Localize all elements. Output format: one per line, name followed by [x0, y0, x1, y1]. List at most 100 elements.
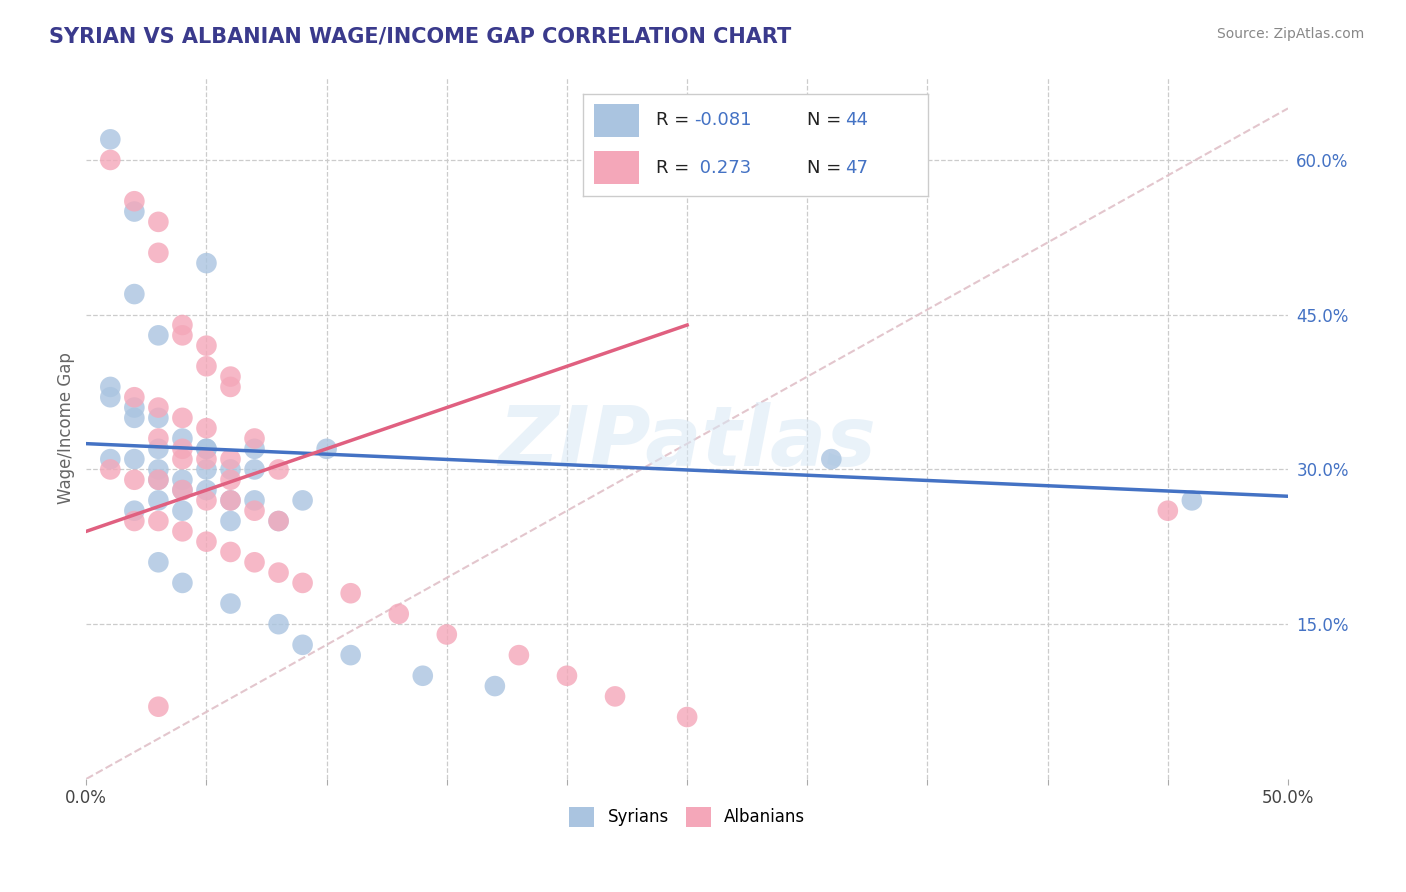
Y-axis label: Wage/Income Gap: Wage/Income Gap: [58, 352, 75, 504]
Point: [172, 452, 194, 467]
Point: [243, 493, 266, 508]
Point: [267, 617, 290, 632]
Point: [267, 566, 290, 580]
Point: [148, 462, 170, 476]
Point: [267, 514, 290, 528]
Point: [148, 514, 170, 528]
Point: [219, 369, 242, 384]
Point: [243, 462, 266, 476]
Point: [148, 432, 170, 446]
Point: [148, 215, 170, 229]
Text: R =: R =: [655, 112, 695, 129]
Point: [148, 555, 170, 569]
Point: [195, 534, 218, 549]
Point: [98, 462, 121, 476]
Point: [243, 555, 266, 569]
Point: [124, 204, 146, 219]
Text: SYRIAN VS ALBANIAN WAGE/INCOME GAP CORRELATION CHART: SYRIAN VS ALBANIAN WAGE/INCOME GAP CORRE…: [49, 27, 792, 46]
Point: [195, 462, 218, 476]
Point: [412, 669, 434, 683]
Point: [148, 473, 170, 487]
Point: [219, 493, 242, 508]
Point: [291, 493, 314, 508]
Point: [172, 318, 194, 332]
Point: [98, 153, 121, 167]
Point: [148, 473, 170, 487]
Point: [98, 390, 121, 404]
Point: [1157, 504, 1180, 518]
Text: N =: N =: [807, 159, 848, 177]
Point: [148, 493, 170, 508]
Point: [124, 194, 146, 209]
Point: [124, 390, 146, 404]
Point: [195, 359, 218, 374]
Text: 44: 44: [845, 112, 869, 129]
Point: [98, 452, 121, 467]
Point: [243, 504, 266, 518]
Point: [148, 442, 170, 456]
Point: [195, 442, 218, 456]
Point: [195, 339, 218, 353]
Point: [243, 442, 266, 456]
Point: [172, 442, 194, 456]
Point: [267, 462, 290, 476]
Point: [195, 256, 218, 270]
Point: [172, 575, 194, 590]
Point: [388, 607, 411, 621]
Point: [172, 432, 194, 446]
Point: [1181, 493, 1204, 508]
Point: [124, 452, 146, 467]
Point: [339, 648, 361, 662]
Point: [124, 514, 146, 528]
Point: [172, 328, 194, 343]
Point: [267, 514, 290, 528]
Point: [508, 648, 530, 662]
Point: [124, 410, 146, 425]
Point: [219, 452, 242, 467]
Point: [124, 401, 146, 415]
Point: [195, 442, 218, 456]
Point: [195, 421, 218, 435]
Point: [315, 442, 337, 456]
Point: [484, 679, 506, 693]
Point: [243, 432, 266, 446]
Point: [98, 132, 121, 146]
Point: [676, 710, 699, 724]
Point: [148, 410, 170, 425]
Point: [219, 462, 242, 476]
Point: [195, 483, 218, 497]
Text: R =: R =: [655, 159, 695, 177]
Point: [124, 287, 146, 301]
Point: [172, 524, 194, 539]
Bar: [593, 104, 638, 136]
Text: -0.081: -0.081: [693, 112, 751, 129]
Point: [219, 380, 242, 394]
Point: [172, 483, 194, 497]
Point: [820, 452, 842, 467]
Text: 0.273: 0.273: [693, 159, 751, 177]
Point: [124, 473, 146, 487]
Point: [195, 452, 218, 467]
Point: [219, 545, 242, 559]
Point: [148, 328, 170, 343]
Point: [148, 699, 170, 714]
Point: [219, 597, 242, 611]
Text: N =: N =: [807, 112, 848, 129]
Point: [98, 380, 121, 394]
Point: [195, 493, 218, 508]
Point: [555, 669, 578, 683]
Point: [172, 410, 194, 425]
Text: 47: 47: [845, 159, 869, 177]
Point: [219, 514, 242, 528]
Text: Source: ZipAtlas.com: Source: ZipAtlas.com: [1216, 27, 1364, 41]
Point: [219, 493, 242, 508]
Point: [172, 483, 194, 497]
Point: [603, 690, 626, 704]
Point: [124, 504, 146, 518]
Point: [219, 473, 242, 487]
Point: [339, 586, 361, 600]
Point: [148, 245, 170, 260]
Bar: [593, 151, 638, 184]
Legend: Syrians, Albanians: Syrians, Albanians: [562, 800, 811, 834]
Point: [172, 504, 194, 518]
